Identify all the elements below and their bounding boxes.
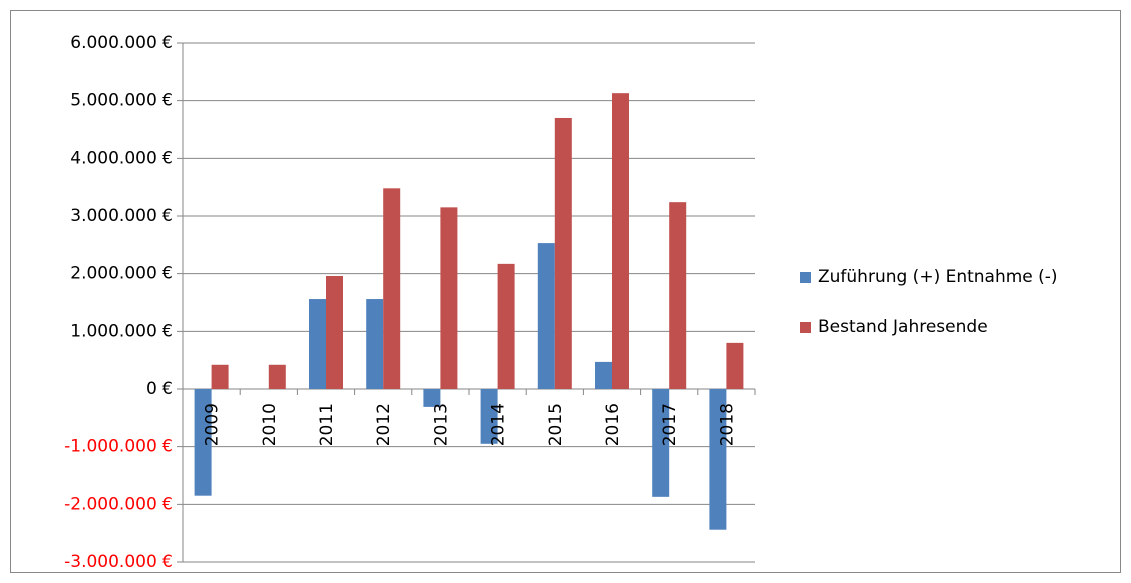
bar <box>383 188 401 389</box>
x-tick-label: 2017 <box>660 403 680 446</box>
x-tick-label: 2016 <box>603 403 623 446</box>
bar <box>268 364 286 389</box>
bar <box>595 361 612 389</box>
legend-label: Zuführung (+) Entnahme (-) <box>818 267 1058 287</box>
y-tick-label: 4.000.000 € <box>70 148 173 168</box>
bar <box>554 117 572 389</box>
y-tick-label: 5.000.000 € <box>70 91 173 111</box>
x-tick-label: 2012 <box>374 403 394 446</box>
x-tick-label: 2018 <box>717 403 737 446</box>
y-tick-label: 6.000.000 € <box>70 33 173 53</box>
bar <box>423 389 441 407</box>
y-tick-label: 2.000.000 € <box>70 264 173 284</box>
bar <box>612 93 629 390</box>
y-tick-label: 3.000.000 € <box>70 206 173 226</box>
bar <box>326 275 343 389</box>
y-tick-label: 1.000.000 € <box>70 321 173 341</box>
x-tick-label: 2015 <box>546 403 566 446</box>
bar <box>709 389 727 530</box>
bar <box>194 389 212 496</box>
x-tick-label: 2009 <box>203 403 223 446</box>
bar <box>652 389 670 497</box>
y-tick-label: 0 € <box>146 379 173 399</box>
bar <box>537 243 555 389</box>
bar <box>726 342 744 389</box>
bar <box>440 207 458 389</box>
x-tick-label: 2011 <box>317 403 337 446</box>
x-tick-label: 2010 <box>260 403 280 446</box>
bar <box>497 263 515 389</box>
legend-swatch <box>800 322 811 333</box>
bar <box>211 364 229 389</box>
legend-swatch <box>800 272 811 283</box>
bar <box>480 389 498 444</box>
y-tick-label: -1.000.000 € <box>64 437 173 457</box>
x-tick-label: 2013 <box>431 403 451 446</box>
legend-label: Bestand Jahresende <box>818 317 988 337</box>
y-tick-label: -3.000.000 € <box>64 552 173 572</box>
x-tick-label: 2014 <box>489 403 509 446</box>
bar <box>366 299 384 389</box>
bar <box>309 299 326 389</box>
y-tick-label: -2.000.000 € <box>64 494 173 514</box>
bar <box>669 202 687 389</box>
